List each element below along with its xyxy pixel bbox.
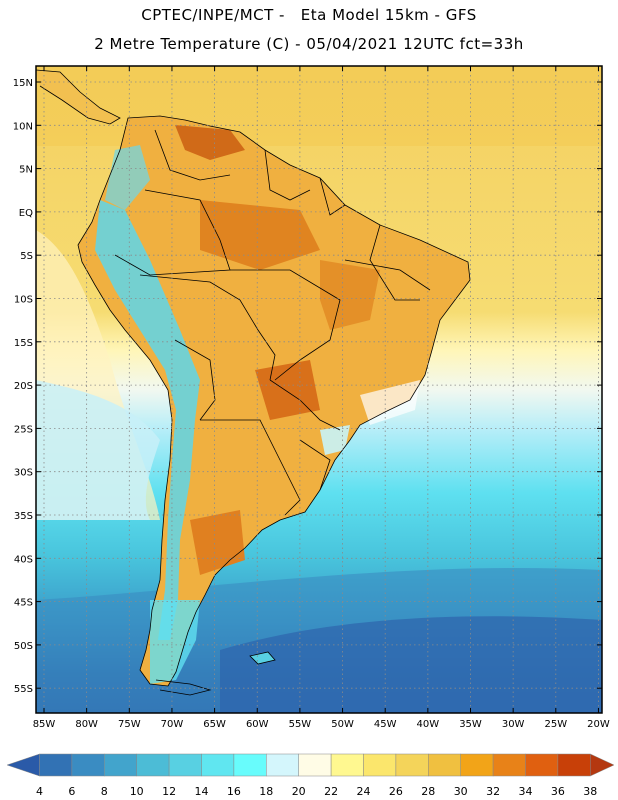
colorbar-swatch <box>6 753 40 777</box>
colorbar-tick-label: 4 <box>36 785 43 798</box>
axis-ticks <box>36 66 602 713</box>
lat-label: 10N <box>13 121 33 132</box>
lon-label: 70W <box>161 719 184 730</box>
colorbar-tick-label: 22 <box>324 785 338 798</box>
colorbar-swatch <box>557 753 591 777</box>
colorbar-swatch <box>201 753 235 777</box>
lat-label: 15N <box>13 78 33 89</box>
colorbar-swatch <box>363 753 397 777</box>
lat-label: 45S <box>14 598 33 609</box>
colorbar-swatch <box>525 753 559 777</box>
map-title: CPTEC/INPE/MCT - Eta Model 15km - GFS <box>141 6 477 24</box>
lon-label: 30W <box>502 719 525 730</box>
colorbar-swatch <box>330 753 364 777</box>
colorbar-tick-label: 36 <box>551 785 565 798</box>
lat-label: 25S <box>14 424 33 435</box>
lat-label: 20S <box>14 381 33 392</box>
colorbar-swatch <box>492 753 526 777</box>
lat-label: 10S <box>14 295 33 306</box>
colorbar-tick-label: 38 <box>583 785 597 798</box>
lon-label: 45W <box>374 719 397 730</box>
colorbar-tick-label: 32 <box>486 785 500 798</box>
colorbar-tick-label: 12 <box>162 785 176 798</box>
lon-label: 75W <box>118 719 141 730</box>
colorbar-swatch <box>266 753 299 777</box>
lon-label: 20W <box>587 719 610 730</box>
lon-label: 80W <box>75 719 98 730</box>
lon-label: 65W <box>203 719 226 730</box>
colorbar <box>6 753 615 777</box>
colorbar-labels: 4 6 8 10 12 14 16 18 20 22 24 26 28 30 32 34 36 38 <box>36 785 597 798</box>
colorbar-swatch <box>39 753 73 777</box>
map-subtitle: 2 Metre Temperature (C) - 05/04/2021 12U… <box>94 35 524 53</box>
lat-label: 30S <box>14 468 33 479</box>
colorbar-swatch <box>428 753 461 777</box>
lat-label: 55S <box>14 684 33 695</box>
colorbar-tick-label: 30 <box>454 785 468 798</box>
latitude-axis: 15N 10N 5N EQ 5S 10S 15S 20S 25S 30S 35S 40S 45S 50S 5… <box>13 78 33 695</box>
colorbar-tick-label: 8 <box>101 785 108 798</box>
lat-label: 40S <box>14 554 33 565</box>
colorbar-swatch <box>168 753 202 777</box>
lat-label: 15S <box>14 338 33 349</box>
lat-label: EQ <box>19 208 33 219</box>
colorbar-swatch <box>71 753 105 777</box>
colorbar-swatch <box>136 753 170 777</box>
lat-label: 5S <box>20 251 33 262</box>
longitude-axis: 85W 80W 75W 70W 65W 60W 55W 50W 45W 40W 35W 30W 25W 2… <box>33 719 610 730</box>
colorbar-swatch <box>104 753 137 777</box>
colorbar-swatch <box>298 753 332 777</box>
temperature-field <box>36 66 602 713</box>
colorbar-tick-label: 20 <box>292 785 306 798</box>
lat-label: 50S <box>14 641 33 652</box>
lat-label: 5N <box>19 165 33 176</box>
colorbar-tick-label: 6 <box>68 785 75 798</box>
map-frame <box>35 65 603 714</box>
lon-label: 60W <box>246 719 269 730</box>
colorbar-tick-label: 14 <box>195 785 209 798</box>
colorbar-swatch <box>395 753 429 777</box>
colorbar-swatch <box>233 753 267 777</box>
lon-label: 40W <box>417 719 440 730</box>
lon-label: 50W <box>331 719 354 730</box>
colorbar-tick-label: 24 <box>357 785 371 798</box>
lat-label: 35S <box>14 511 33 522</box>
colorbar-swatch <box>590 753 615 777</box>
colorbar-tick-label: 28 <box>421 785 435 798</box>
colorbar-swatch <box>460 753 494 777</box>
lon-label: 85W <box>33 719 56 730</box>
colorbar-tick-label: 26 <box>389 785 403 798</box>
colorbar-tick-label: 10 <box>130 785 144 798</box>
colorbar-tick-label: 18 <box>259 785 273 798</box>
colorbar-tick-label: 16 <box>227 785 241 798</box>
lon-label: 55W <box>289 719 312 730</box>
colorbar-tick-label: 34 <box>519 785 533 798</box>
lon-label: 25W <box>544 719 567 730</box>
lon-label: 35W <box>459 719 482 730</box>
